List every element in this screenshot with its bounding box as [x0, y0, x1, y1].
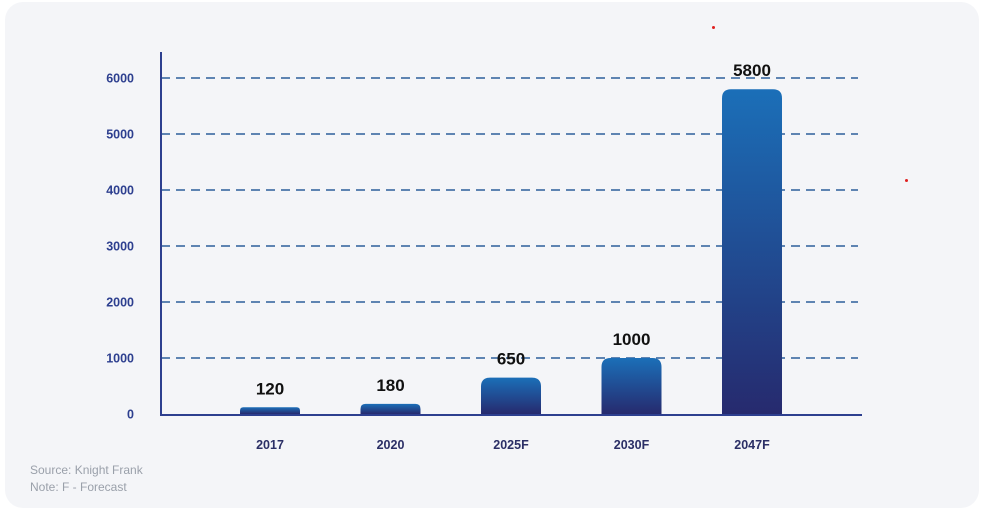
x-tick-label: 2017 — [256, 438, 284, 452]
x-tick-label: 2047F — [734, 438, 770, 452]
chart-card — [5, 2, 979, 508]
bar-2020 — [360, 403, 421, 414]
y-tick-label: 6000 — [106, 72, 134, 86]
note-text: Note: F - Forecast — [30, 480, 127, 494]
y-tick-label: 5000 — [106, 128, 134, 142]
y-tick-label: 4000 — [106, 184, 134, 198]
data-label: 650 — [497, 350, 525, 369]
bar-2017 — [240, 407, 300, 414]
data-label: 180 — [376, 376, 404, 395]
y-tick-label: 2000 — [106, 296, 134, 310]
x-tick-label: 2020 — [377, 438, 405, 452]
red-marker-dot — [712, 26, 715, 29]
x-tick-label: 2030F — [614, 438, 650, 452]
bar-2025f — [481, 377, 541, 414]
data-label: 5800 — [733, 61, 771, 80]
y-tick-label: 0 — [127, 408, 134, 422]
red-marker-dot — [905, 179, 908, 182]
x-tick-label: 2025F — [493, 438, 529, 452]
data-label: 120 — [256, 379, 284, 398]
bar-2047f — [722, 89, 782, 414]
source-text: Source: Knight Frank — [30, 463, 143, 477]
bar-2030f — [601, 358, 662, 414]
chart-footer: Source: Knight Frank Note: F - Forecast — [30, 462, 143, 496]
data-label: 1000 — [613, 330, 651, 349]
y-tick-label: 3000 — [106, 240, 134, 254]
y-tick-label: 1000 — [106, 352, 134, 366]
